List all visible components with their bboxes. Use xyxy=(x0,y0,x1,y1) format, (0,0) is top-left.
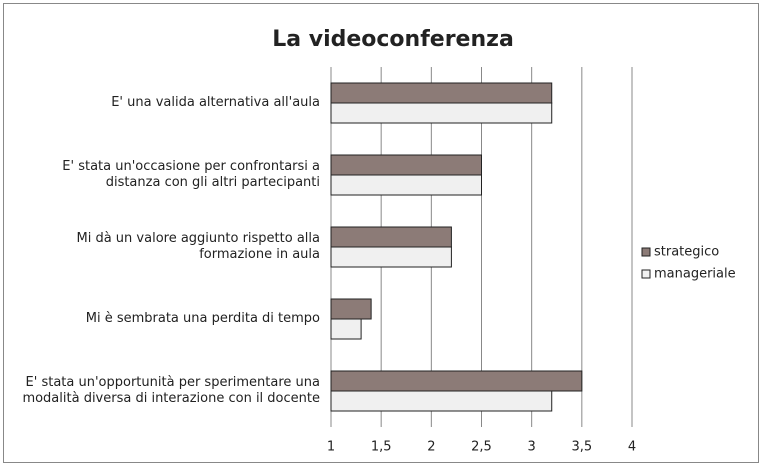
bar xyxy=(330,318,362,340)
category-label: Mi è sembrata una perdita di tempo xyxy=(85,311,320,326)
bar xyxy=(330,246,452,268)
legend-swatch xyxy=(641,269,651,279)
chart-title: La videoconferenza xyxy=(272,27,514,52)
bar xyxy=(330,226,452,248)
category-label: E' stata un'opportunità per sperimentare… xyxy=(22,375,320,406)
bar xyxy=(330,298,372,320)
bar xyxy=(330,154,482,176)
x-tick-label: 4 xyxy=(628,440,636,455)
category-text: Mi è sembrata una perdita di tempo xyxy=(85,311,320,326)
category-label: E' stata un'occasione per confrontarsi a… xyxy=(62,159,320,190)
bar xyxy=(330,390,553,412)
x-tick-label: 2,5 xyxy=(471,440,492,455)
category-text: E' una valida alternativa all'aula xyxy=(111,95,320,110)
category-label: E' una valida alternativa all'aula xyxy=(111,95,320,110)
category-text: E' stata un'opportunità per sperimentare… xyxy=(22,375,320,406)
legend-label: manageriale xyxy=(654,267,736,282)
legend-label: strategico xyxy=(654,245,719,260)
bar xyxy=(330,82,553,104)
category-text: E' stata un'occasione per confrontarsi a… xyxy=(62,159,320,190)
bar xyxy=(330,102,553,124)
x-tick-label: 3 xyxy=(528,440,536,455)
x-tick-label: 1 xyxy=(327,440,335,455)
category-text: Mi dà un valore aggiunto rispetto alla f… xyxy=(76,231,321,262)
x-tick-label: 2 xyxy=(427,440,435,455)
bar xyxy=(330,174,482,196)
bar xyxy=(330,370,583,392)
legend-swatch xyxy=(641,247,651,257)
x-tick-label: 3,5 xyxy=(571,440,592,455)
category-label: Mi dà un valore aggiunto rispetto alla f… xyxy=(76,231,321,262)
x-tick-label: 1,5 xyxy=(371,440,392,455)
